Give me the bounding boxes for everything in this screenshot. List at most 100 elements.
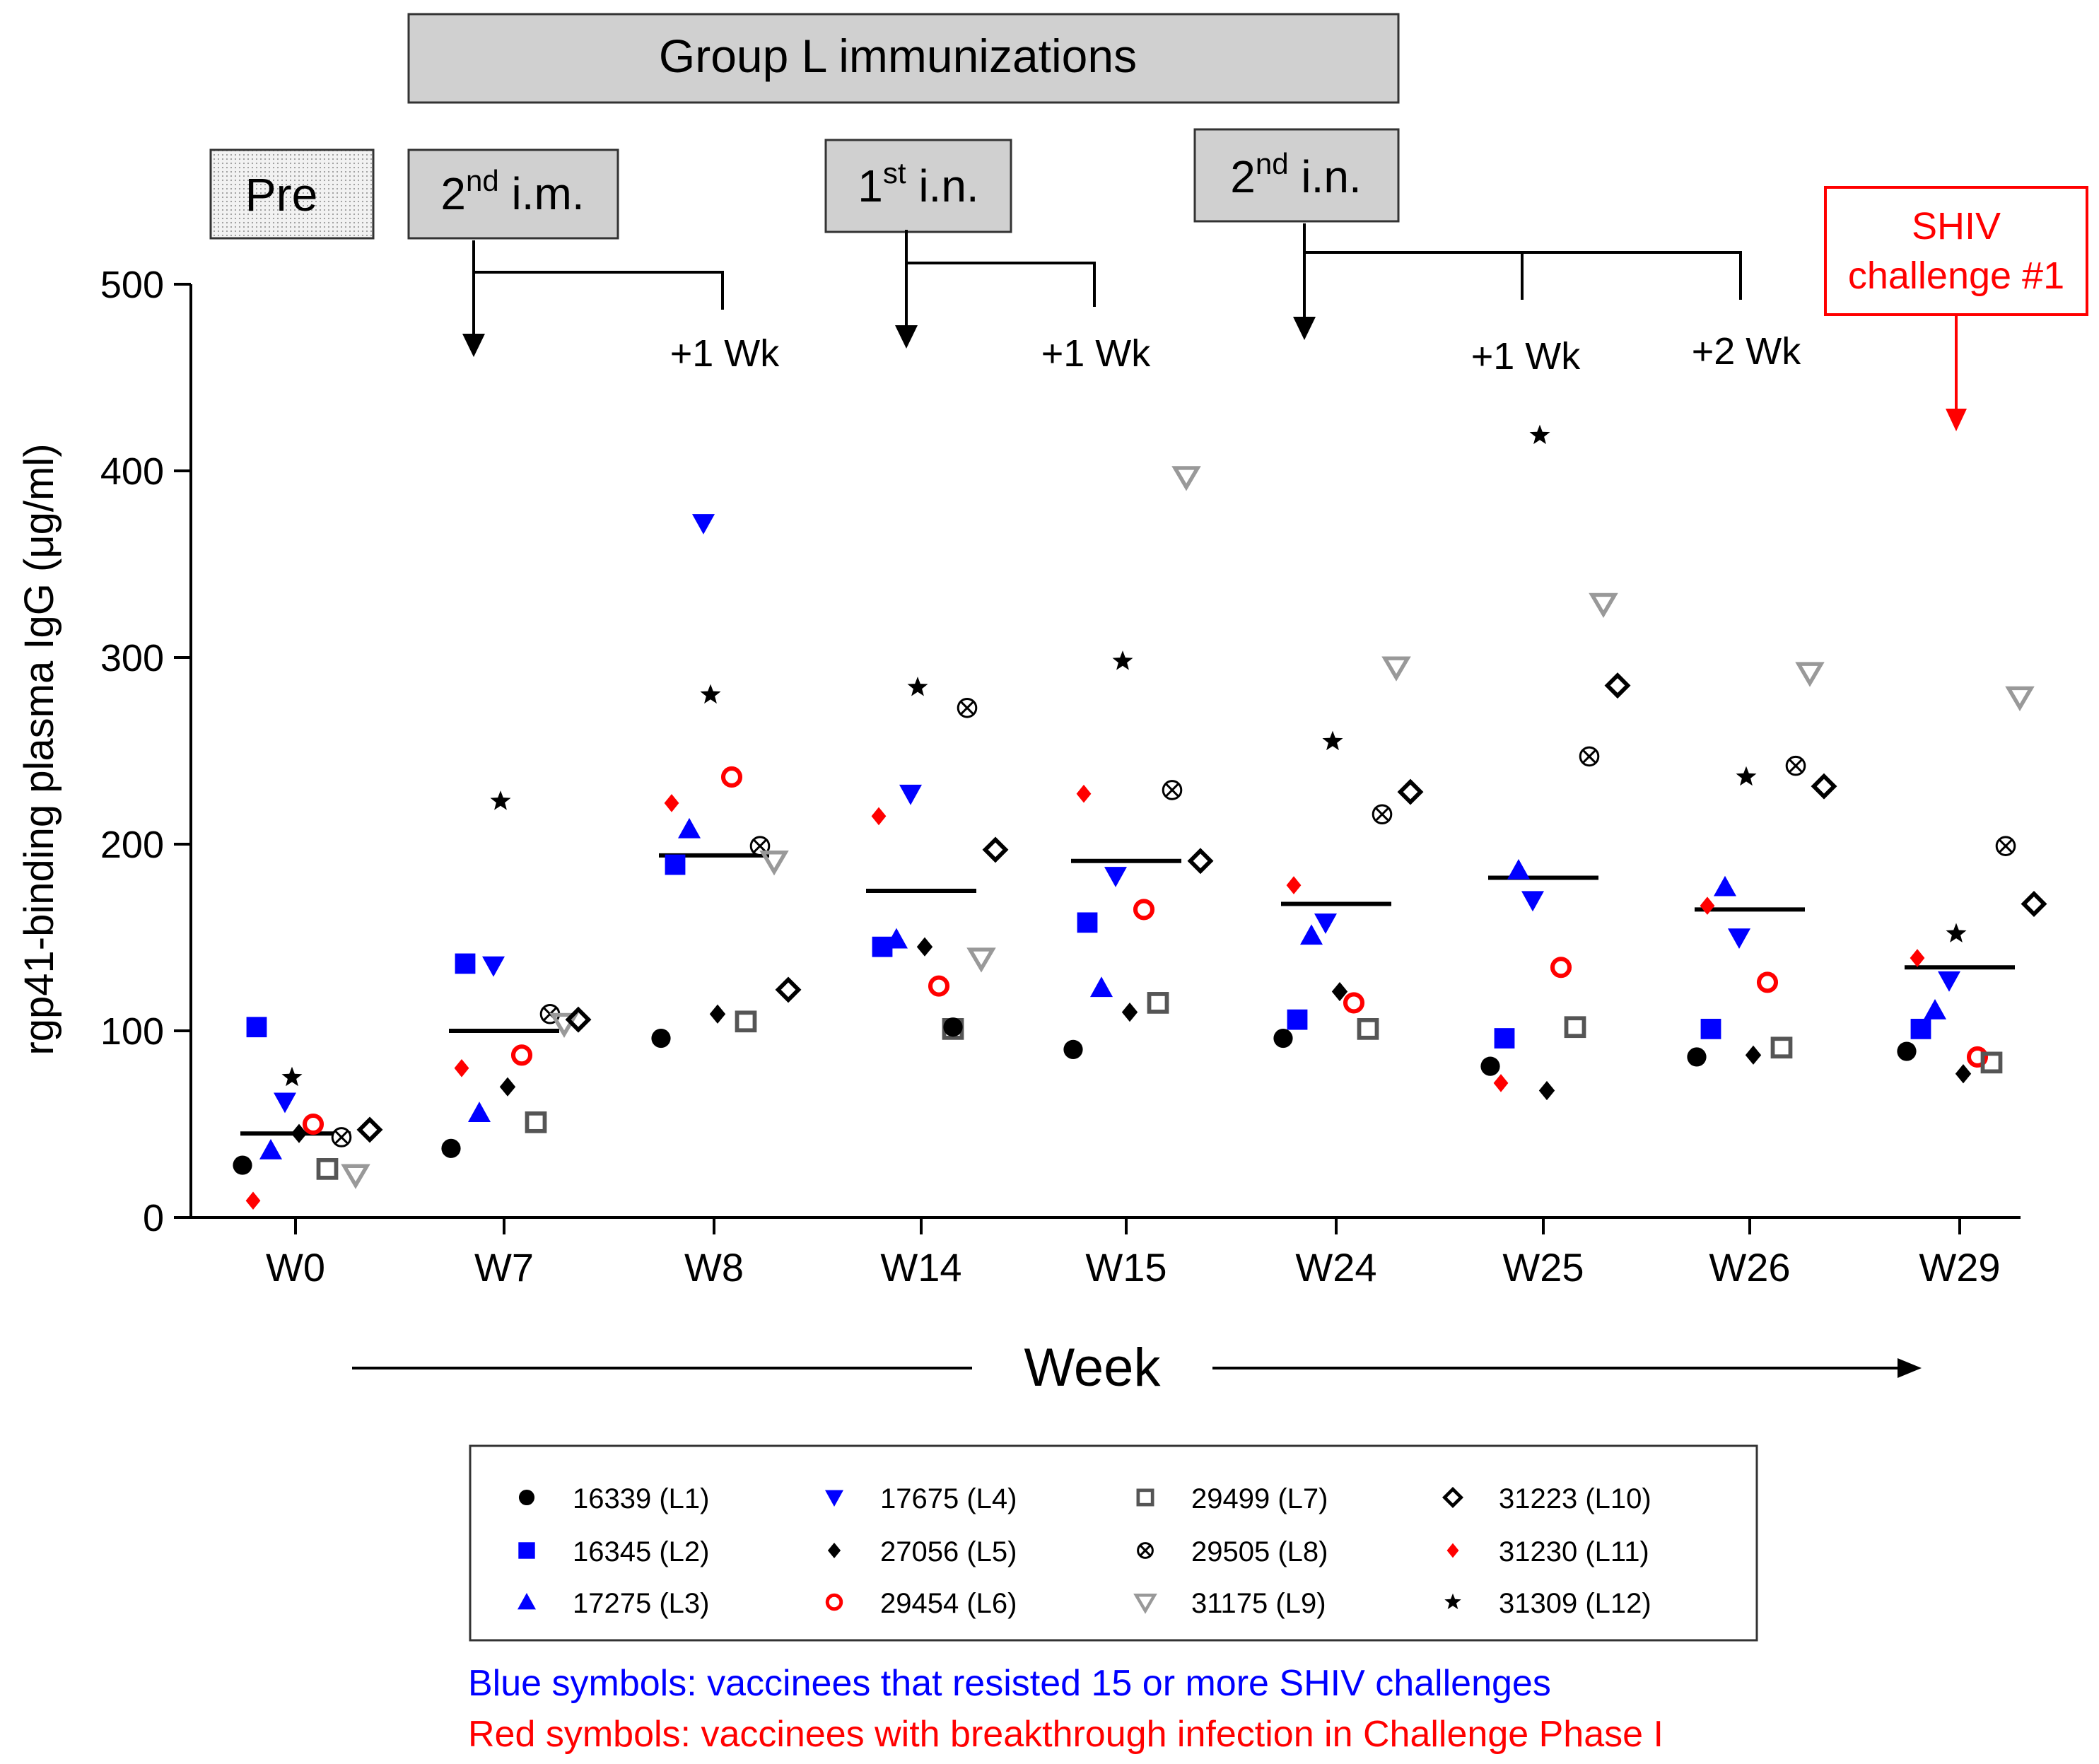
point-17275-l3-w14 bbox=[885, 928, 908, 949]
point-31230-l11-w29 bbox=[1910, 949, 1925, 967]
y-tick-label: 500 bbox=[100, 264, 164, 306]
svg-text:2nd i.n.: 2nd i.n. bbox=[1230, 147, 1361, 202]
point-31223-l10-w15 bbox=[1187, 848, 1214, 875]
point-31223-l10-w0 bbox=[356, 1116, 383, 1143]
legend-marker-17675-l4 bbox=[825, 1490, 843, 1507]
legend-marker-27056-l5 bbox=[827, 1542, 841, 1559]
legend-label-16339-l1: 16339 (L1) bbox=[573, 1483, 709, 1514]
point-17275-l3-w25 bbox=[1507, 858, 1530, 880]
point-27056-l5-w24 bbox=[1331, 981, 1348, 1002]
point-16339-l1-w26 bbox=[1687, 1047, 1707, 1067]
point-31230-l11-w14 bbox=[871, 807, 887, 826]
point-31175-l9-w25 bbox=[1589, 592, 1618, 619]
legend-box bbox=[469, 1444, 1758, 1642]
point-16345-l2-w8 bbox=[665, 854, 686, 875]
legend-label-31175-l9: 31175 (L9) bbox=[1191, 1588, 1326, 1619]
note-blue: Blue symbols: vaccinees that resisted 15… bbox=[468, 1663, 1551, 1704]
point-16345-l2-w24 bbox=[1287, 1009, 1308, 1030]
point-29505-l8-w15 bbox=[1162, 780, 1183, 800]
point-16339-l1-w25 bbox=[1480, 1056, 1500, 1076]
stage-box-2nd-im: 2nd i.m. bbox=[407, 148, 619, 240]
point-29454-l6-w25 bbox=[1550, 957, 1572, 979]
point-29454-l6-w24 bbox=[1343, 992, 1365, 1014]
point-29505-l8-w8 bbox=[749, 836, 771, 856]
point-17275-l3-w24 bbox=[1300, 924, 1323, 945]
legend-label-27056-l5: 27056 (L5) bbox=[880, 1536, 1017, 1567]
group-title: Group L immunizations bbox=[659, 30, 1137, 82]
legend-label-29505-l8: 29505 (L8) bbox=[1191, 1536, 1328, 1567]
challenge-box bbox=[1824, 186, 2088, 316]
point-29454-l6-w8 bbox=[720, 766, 743, 788]
x-tick-label: W24 bbox=[1295, 1245, 1376, 1290]
point-29454-l6-w15 bbox=[1133, 899, 1155, 921]
x-axis-label: Week bbox=[1024, 1338, 1162, 1398]
legend-label-17275-l3: 17275 (L3) bbox=[573, 1588, 709, 1619]
point-16339-l1-w7 bbox=[441, 1138, 461, 1158]
legend-label-29454-l6: 29454 (L6) bbox=[880, 1588, 1017, 1619]
point-17675-l4-w8 bbox=[692, 514, 715, 535]
svg-text:2nd i.m.: 2nd i.m. bbox=[440, 164, 584, 219]
point-31230-l11-w26 bbox=[1700, 896, 1715, 915]
point-17275-l3-w15 bbox=[1090, 976, 1113, 998]
point-29505-l8-w0 bbox=[331, 1127, 352, 1147]
point-31309-l12-w26 bbox=[1736, 766, 1757, 786]
legend-marker-16345-l2 bbox=[518, 1542, 535, 1559]
point-31223-l10-w14 bbox=[982, 836, 1009, 863]
point-16345-l2-w25 bbox=[1494, 1028, 1515, 1049]
stage-label-2nd-im: 2 bbox=[440, 168, 466, 219]
y-tick-label: 200 bbox=[100, 824, 164, 866]
point-31230-l11-w25 bbox=[1493, 1074, 1509, 1092]
x-tick-label: W29 bbox=[1919, 1245, 2000, 1290]
y-tick-label: 400 bbox=[100, 450, 164, 493]
legend-marker-31230-l11 bbox=[1446, 1543, 1459, 1558]
stage-tail-1st-in: i.n. bbox=[906, 160, 979, 211]
point-29454-l6-w26 bbox=[1756, 971, 1779, 993]
point-29499-l7-w29 bbox=[1980, 1051, 2003, 1074]
point-16345-l2-w0 bbox=[246, 1017, 267, 1038]
legend-marker-29499-l7 bbox=[1136, 1488, 1154, 1507]
point-29499-l7-w25 bbox=[1564, 1016, 1586, 1039]
stage-label-pre: Pre bbox=[245, 168, 318, 221]
point-31223-l10-w7 bbox=[565, 1006, 592, 1033]
stage-tail-2nd-in: i.n. bbox=[1289, 151, 1362, 202]
point-31175-l9-w7 bbox=[549, 1012, 579, 1039]
point-27056-l5-w8 bbox=[709, 1004, 726, 1024]
legend-marker-17275-l3 bbox=[518, 1593, 536, 1610]
y-tick-label: 300 bbox=[100, 637, 164, 679]
point-27056-l5-w7 bbox=[499, 1077, 516, 1097]
point-29454-l6-w29 bbox=[1966, 1046, 1989, 1068]
y-axis-label: rgp41-binding plasma IgG (μg/ml) bbox=[16, 443, 62, 1055]
point-16339-l1-w8 bbox=[651, 1028, 671, 1049]
point-29505-l8-w14 bbox=[957, 697, 978, 718]
point-17675-l4-w29 bbox=[1938, 971, 1960, 992]
y-ticks: 0 100 200 300 400 500 bbox=[100, 264, 191, 1239]
offset-label-w15: +1 Wk bbox=[1041, 332, 1152, 375]
stage-tail-2nd-im: i.m. bbox=[499, 168, 585, 219]
point-31175-l9-w14 bbox=[966, 947, 996, 973]
point-16345-l2-w7 bbox=[455, 953, 476, 974]
x-tick-label: W0 bbox=[266, 1245, 325, 1290]
point-17675-l4-w15 bbox=[1104, 867, 1127, 887]
challenge-arrowhead bbox=[1946, 409, 1967, 431]
point-17275-l3-w7 bbox=[468, 1102, 491, 1122]
x-tick-label: W8 bbox=[684, 1245, 744, 1290]
x-tick-label: W26 bbox=[1709, 1245, 1790, 1290]
point-31309-l12-w29 bbox=[1946, 923, 1967, 942]
point-29505-l8-w25 bbox=[1579, 746, 1600, 767]
legend-marker-29505-l8 bbox=[1137, 1542, 1154, 1559]
point-31223-l10-w8 bbox=[775, 976, 802, 1003]
point-31230-l11-w15 bbox=[1076, 784, 1092, 803]
timeline-brackets bbox=[472, 223, 1742, 339]
point-29505-l8-w24 bbox=[1372, 804, 1393, 825]
point-17275-l3-w26 bbox=[1714, 875, 1736, 896]
point-29499-l7-w8 bbox=[735, 1010, 757, 1033]
point-31309-l12-w14 bbox=[907, 677, 928, 696]
point-16339-l1-w24 bbox=[1273, 1028, 1293, 1049]
point-31223-l10-w25 bbox=[1604, 672, 1631, 699]
point-17275-l3-w0 bbox=[259, 1138, 282, 1160]
point-31309-l12-w8 bbox=[700, 684, 721, 704]
stage-label-1st-in: 1 bbox=[858, 160, 883, 211]
point-17675-l4-w14 bbox=[899, 784, 922, 805]
challenge-label-line1: SHIV bbox=[1912, 205, 2001, 247]
